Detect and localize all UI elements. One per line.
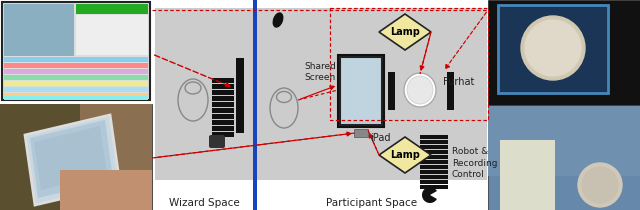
FancyBboxPatch shape (420, 150, 448, 154)
FancyBboxPatch shape (4, 69, 148, 74)
FancyBboxPatch shape (4, 63, 148, 68)
FancyBboxPatch shape (4, 81, 148, 86)
FancyBboxPatch shape (212, 96, 234, 101)
FancyBboxPatch shape (342, 59, 380, 121)
Polygon shape (30, 120, 113, 198)
FancyBboxPatch shape (420, 180, 448, 184)
FancyBboxPatch shape (420, 160, 448, 164)
FancyBboxPatch shape (420, 175, 448, 179)
FancyBboxPatch shape (4, 4, 74, 56)
FancyBboxPatch shape (4, 87, 148, 92)
Text: iPad: iPad (370, 133, 390, 143)
FancyBboxPatch shape (420, 155, 448, 159)
Circle shape (521, 16, 585, 80)
Text: Wizard Space: Wizard Space (168, 198, 239, 208)
FancyBboxPatch shape (212, 120, 234, 125)
Polygon shape (34, 126, 107, 190)
FancyBboxPatch shape (420, 165, 448, 169)
FancyBboxPatch shape (488, 106, 640, 210)
FancyBboxPatch shape (212, 78, 234, 83)
FancyBboxPatch shape (209, 135, 225, 148)
FancyBboxPatch shape (4, 57, 148, 62)
Text: Furhat: Furhat (443, 77, 474, 87)
Text: Robot &
Recording
Control: Robot & Recording Control (452, 147, 497, 178)
FancyBboxPatch shape (60, 170, 152, 210)
Circle shape (578, 163, 622, 207)
FancyBboxPatch shape (212, 126, 234, 131)
Ellipse shape (273, 12, 284, 28)
FancyBboxPatch shape (0, 104, 152, 210)
FancyBboxPatch shape (80, 104, 152, 210)
FancyBboxPatch shape (253, 0, 257, 210)
FancyBboxPatch shape (2, 2, 150, 100)
FancyBboxPatch shape (488, 0, 640, 105)
Wedge shape (422, 187, 437, 203)
Text: Shared
Screen: Shared Screen (304, 62, 336, 82)
FancyBboxPatch shape (212, 84, 234, 89)
FancyBboxPatch shape (4, 75, 148, 80)
Circle shape (582, 167, 618, 203)
FancyBboxPatch shape (420, 140, 448, 144)
FancyBboxPatch shape (212, 114, 234, 119)
FancyBboxPatch shape (4, 93, 148, 98)
FancyBboxPatch shape (155, 8, 253, 180)
FancyBboxPatch shape (338, 55, 384, 127)
FancyBboxPatch shape (0, 104, 80, 210)
FancyBboxPatch shape (212, 102, 234, 107)
Polygon shape (379, 137, 431, 173)
FancyBboxPatch shape (212, 132, 234, 137)
Text: Participant Space: Participant Space (326, 198, 417, 208)
FancyBboxPatch shape (498, 5, 608, 93)
FancyBboxPatch shape (420, 135, 448, 139)
FancyBboxPatch shape (257, 8, 487, 180)
Circle shape (525, 20, 581, 76)
FancyBboxPatch shape (212, 108, 234, 113)
FancyBboxPatch shape (420, 185, 448, 189)
Text: Lamp: Lamp (390, 150, 420, 160)
Polygon shape (25, 115, 120, 205)
FancyBboxPatch shape (488, 106, 640, 176)
FancyBboxPatch shape (341, 58, 381, 124)
FancyBboxPatch shape (76, 4, 148, 14)
FancyBboxPatch shape (236, 58, 244, 133)
Ellipse shape (407, 76, 433, 104)
FancyBboxPatch shape (420, 145, 448, 149)
FancyBboxPatch shape (388, 72, 395, 110)
FancyBboxPatch shape (212, 90, 234, 95)
FancyBboxPatch shape (447, 72, 454, 110)
FancyBboxPatch shape (354, 129, 368, 137)
FancyBboxPatch shape (500, 140, 555, 210)
FancyBboxPatch shape (76, 15, 148, 55)
FancyBboxPatch shape (420, 170, 448, 174)
Ellipse shape (404, 73, 436, 107)
Polygon shape (379, 14, 431, 50)
FancyBboxPatch shape (4, 96, 148, 100)
Text: Lamp: Lamp (390, 27, 420, 37)
